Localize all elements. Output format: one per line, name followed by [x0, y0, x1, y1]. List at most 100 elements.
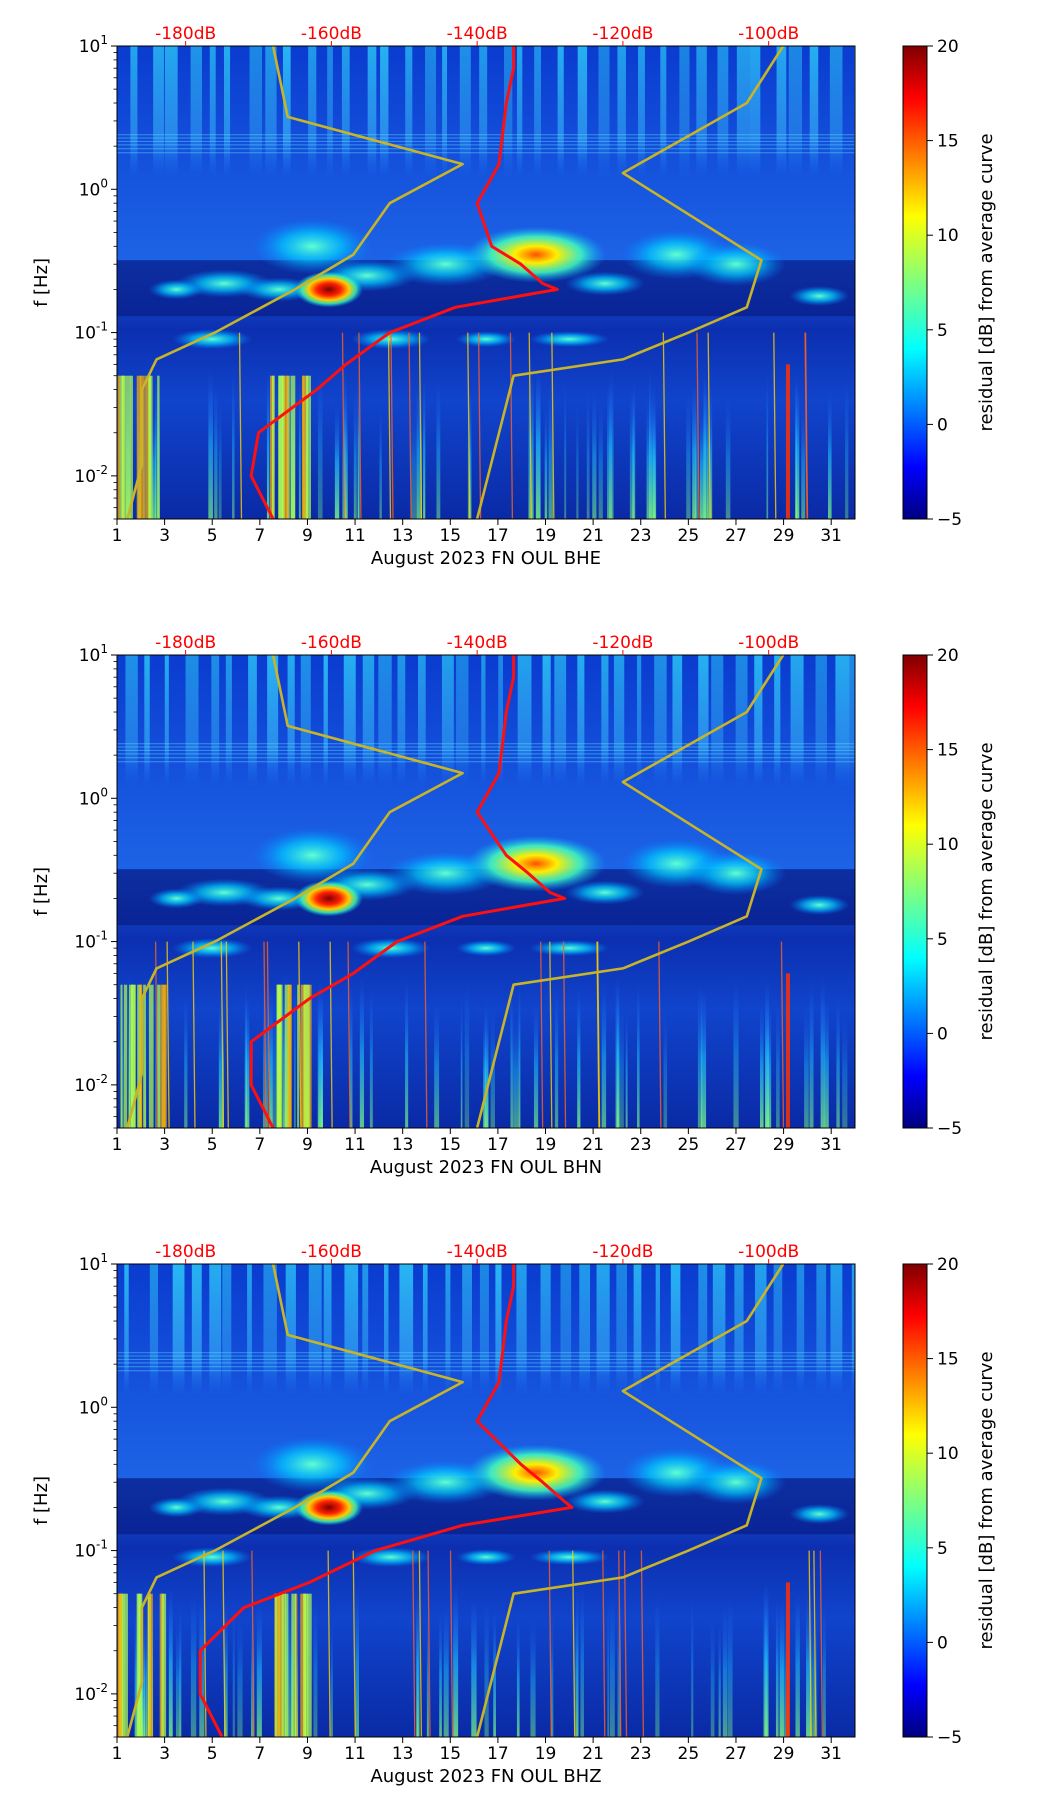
- lf-event-streak: [306, 984, 310, 1128]
- hf-noise-stripe: [617, 46, 626, 178]
- x-tick-label: 13: [392, 526, 414, 546]
- lf-streak: [718, 1622, 721, 1737]
- lf-streak: [822, 1603, 826, 1737]
- lf-streak: [722, 1605, 728, 1737]
- hf-noise-stripe: [788, 46, 803, 178]
- hf-noise-stripe: [598, 46, 610, 178]
- hf-noise-stripe: [445, 1264, 451, 1396]
- lf-streak: [564, 377, 567, 519]
- lf-streak: [580, 1582, 584, 1737]
- transient-line: [623, 1550, 628, 1737]
- transient-line: [640, 1550, 645, 1737]
- transient-line: [329, 941, 333, 1128]
- transient-line: [222, 1550, 226, 1737]
- x-axis-label: August 2023 FN OUL BHZ: [370, 1766, 601, 1787]
- y-tick-label: 100: [79, 785, 108, 809]
- hf-noise-stripe: [323, 1264, 332, 1396]
- hf-noise-stripe: [285, 1264, 296, 1396]
- lf-streak: [184, 992, 188, 1128]
- high-noise-model-curve: [475, 1264, 785, 1737]
- station-noise-curve: [198, 1264, 574, 1737]
- lf-streak: [592, 390, 597, 519]
- low-noise-model-curve: [126, 46, 464, 519]
- transient-line: [412, 1550, 416, 1737]
- hf-noise-stripe: [613, 655, 625, 787]
- lf-red-streak: [785, 1582, 790, 1737]
- x-tick-label: 31: [820, 1744, 842, 1764]
- colorbar-label: residual [dB] from average curve: [976, 1351, 997, 1649]
- y-tick-label: 101: [79, 33, 108, 57]
- hf-noise-stripe: [130, 46, 138, 178]
- x-tick-label: 21: [582, 1744, 604, 1764]
- lf-streak: [810, 1608, 815, 1737]
- hf-noise-stripe: [172, 1264, 185, 1396]
- heatmap-area: [117, 1264, 855, 1737]
- lf-streak: [775, 1597, 779, 1737]
- transient-line: [819, 1550, 823, 1737]
- lf-streak: [655, 1591, 660, 1737]
- hf-noise-stripe: [633, 1264, 642, 1396]
- lf-streak: [533, 1001, 539, 1128]
- x-tick-label: 25: [678, 1744, 700, 1764]
- lf-red-streak: [785, 364, 790, 519]
- energy-blob: [252, 1436, 373, 1493]
- transient-line: [696, 332, 700, 519]
- lf-event-streak: [291, 1593, 297, 1737]
- hf-noise-stripe: [308, 1264, 322, 1396]
- lf-event-streak: [300, 1593, 306, 1737]
- transient-line: [658, 941, 662, 1128]
- lf-event-streak: [297, 984, 300, 1128]
- lf-streak: [842, 1014, 848, 1128]
- energy-blob: [565, 271, 646, 296]
- lf-streak: [471, 1596, 477, 1737]
- lf-streak: [795, 379, 800, 519]
- hf-noise-stripe: [495, 1264, 502, 1396]
- y-axis-label: f [Hz]: [31, 1476, 52, 1525]
- transient-line: [551, 332, 555, 519]
- lf-streak: [574, 1611, 578, 1737]
- energy-blob: [456, 331, 516, 348]
- colorbar: [902, 45, 928, 520]
- hf-noise-stripe: [418, 655, 426, 787]
- lf-event-streak: [143, 984, 146, 1128]
- lf-streak: [845, 378, 849, 519]
- colorbar-tick-label: 20: [937, 37, 959, 57]
- lf-streak: [453, 1583, 459, 1737]
- lf-streak: [369, 986, 373, 1128]
- hf-noise-stripe: [144, 655, 150, 787]
- lf-streak: [625, 1007, 628, 1128]
- hf-noise-stripe: [225, 655, 232, 787]
- hf-noise-stripe: [577, 655, 585, 787]
- top-db-tick-label: -140dB: [447, 24, 508, 44]
- transient-line: [662, 332, 667, 519]
- high-noise-model-curve: [475, 655, 785, 1128]
- high-noise-model-curve: [475, 46, 785, 519]
- hf-noise-stripe: [479, 46, 488, 178]
- colorbar: [902, 654, 928, 1129]
- lf-streak: [320, 1007, 323, 1128]
- energy-blob: [148, 888, 205, 909]
- hf-noise-stripe: [191, 1264, 202, 1396]
- y-axis-label: f [Hz]: [31, 258, 52, 307]
- colorbar-tick-label: −5: [937, 510, 962, 530]
- lf-event-streak: [161, 1593, 167, 1737]
- hf-noise-stripe: [498, 655, 503, 787]
- lf-event-streak: [300, 984, 306, 1128]
- top-db-tick-label: -120dB: [592, 633, 653, 653]
- colorbar-label: residual [dB] from average curve: [976, 742, 997, 1040]
- lf-streak: [733, 977, 739, 1128]
- transient-line: [424, 941, 428, 1128]
- lf-streak: [268, 985, 273, 1128]
- lf-event-streak: [117, 375, 121, 519]
- lf-streak: [510, 977, 512, 1128]
- lf-streak: [151, 406, 156, 519]
- lf-streak: [416, 381, 422, 519]
- lf-event-streak: [145, 375, 149, 519]
- transient-line: [549, 941, 553, 1128]
- transient-line: [780, 941, 785, 1128]
- lf-event-streak: [278, 984, 283, 1128]
- hf-noise-stripe: [542, 655, 551, 787]
- lf-streak: [607, 382, 613, 519]
- lf-event-streak: [284, 984, 289, 1128]
- hf-noise-stripe: [344, 1264, 359, 1396]
